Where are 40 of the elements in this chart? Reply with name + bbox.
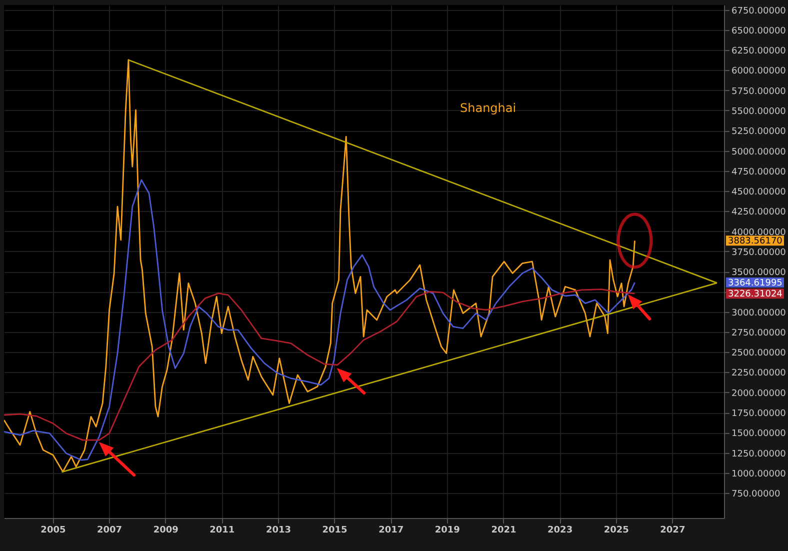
y-tick-label: 1250.00000 [732,449,786,460]
text: 3364.61995 [728,278,782,288]
y-tick-label: 4750.00000 [732,167,786,178]
x-tick-label: 2011 [210,526,235,536]
y-tick-label: 1750.00000 [732,409,786,419]
y-tick-label: 5500.00000 [732,107,786,117]
y-tick-label: 750.00000 [732,490,780,500]
y-tick-label: 4500.00000 [732,188,786,198]
y-tick-label: 2500.00000 [732,348,786,359]
y-tick-label: 6250.00000 [732,46,786,57]
x-tick-label: 2005 [40,526,66,536]
x-tick-label: 2027 [660,526,686,536]
x-tick-label: 2025 [604,526,629,536]
x-tick-label: 2023 [548,526,573,536]
y-tick-label: 4250.00000 [732,208,786,218]
y-tick-label: 1000.00000 [732,469,786,480]
x-tick-label: 2017 [378,526,404,536]
x-tick-label: 2015 [322,526,348,536]
y-tick-label: 3750.00000 [732,248,786,258]
y-tick-label: 1500.00000 [732,429,786,440]
x-tick-label: 2007 [97,526,122,536]
y-tick-label: 6750.00000 [732,6,786,16]
y-tick-label: 2750.00000 [732,328,786,338]
x-tick-label: 2013 [266,526,292,536]
text: 3883.56170 [728,236,783,247]
y-tick-label: 2000.00000 [732,388,786,399]
x-tick-label: 2009 [153,526,178,536]
text: Shanghai [460,101,516,115]
y-tick-label: 3500.00000 [732,268,786,278]
y-tick-label: 3000.00000 [732,308,786,318]
y-tick-label: 5000.00000 [732,147,786,158]
x-tick-label: 2019 [434,526,460,536]
y-tick-label: 2250.00000 [732,368,786,379]
text: 3226.31024 [728,290,783,300]
y-tick-label: 5250.00000 [732,127,786,138]
y-tick-label: 6000.00000 [732,66,786,77]
y-tick-label: 5750.00000 [732,86,786,97]
x-tick-label: 2021 [491,526,516,536]
y-tick-label: 6500.00000 [732,26,786,36]
y-tick-label: 4000.00000 [732,228,786,238]
